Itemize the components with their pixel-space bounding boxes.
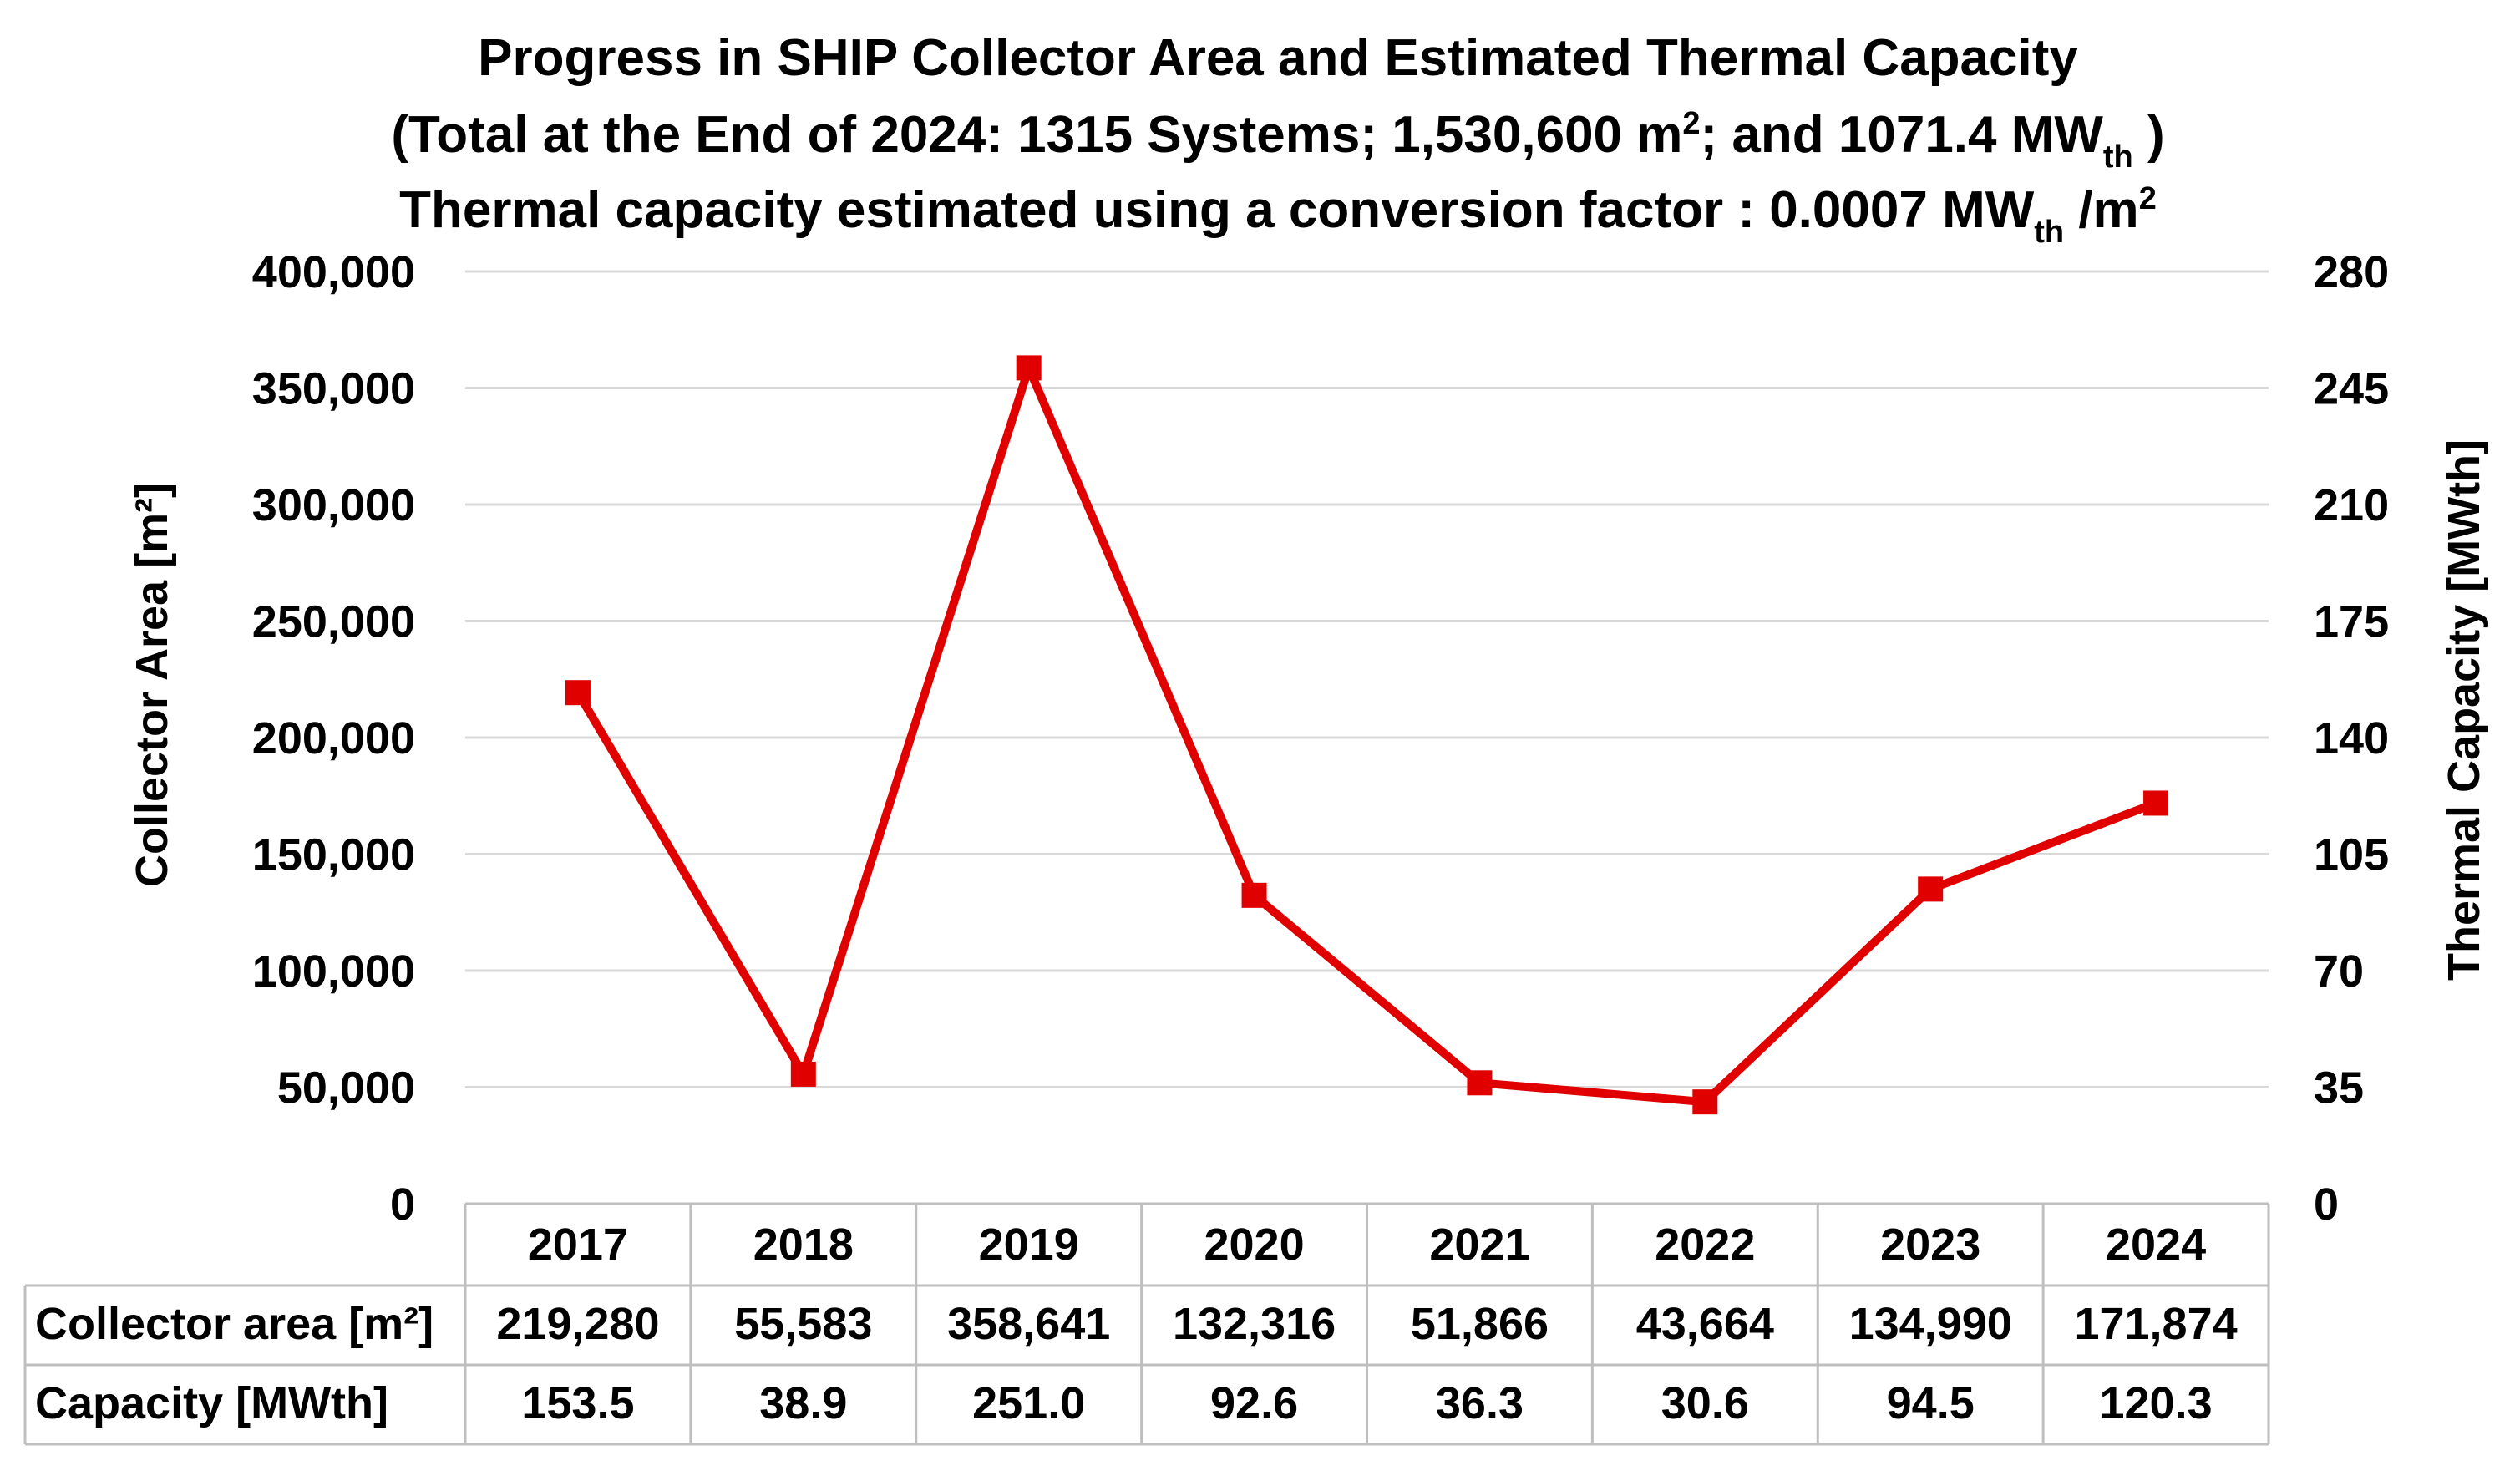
left-axis-ticks: 0 50,000 100,000 150,000 200,000 250,000 300,0… — [252, 247, 415, 1230]
right-tick-label: 280 — [2314, 247, 2389, 297]
category-label: 2024 — [2106, 1220, 2206, 1270]
table-row-label: Capacity [MWth] — [35, 1378, 388, 1428]
left-tick-label: 0 — [390, 1179, 415, 1230]
table-cell: 92.6 — [1210, 1378, 1298, 1428]
table-cell: 132,316 — [1173, 1299, 1336, 1349]
data-point-marker — [1692, 1089, 1718, 1115]
left-tick-label: 50,000 — [277, 1063, 415, 1113]
left-tick-label: 200,000 — [252, 713, 415, 763]
table-cell: 134,990 — [1849, 1299, 2012, 1349]
category-label: 2020 — [1204, 1220, 1304, 1270]
right-tick-label: 105 — [2314, 830, 2389, 880]
left-tick-label: 400,000 — [252, 247, 415, 297]
category-label: 2023 — [1880, 1220, 1980, 1270]
left-tick-label: 300,000 — [252, 480, 415, 530]
right-tick-label: 210 — [2314, 480, 2389, 530]
title-line-3: Thermal capacity estimated using a conve… — [399, 181, 2157, 250]
table-cell: 43,664 — [1636, 1299, 1774, 1349]
data-point-marker — [2143, 790, 2169, 816]
gridlines — [465, 270, 2269, 1088]
series-line — [574, 363, 2157, 1107]
y-axis-label-left: Collector Area [m²] — [127, 483, 177, 887]
table-row-label: Collector area [m²] — [35, 1299, 434, 1349]
y-axis-label-right: Thermal Capacity [MWth] — [2439, 439, 2489, 981]
right-tick-label: 140 — [2314, 713, 2389, 763]
category-label: 2021 — [1429, 1220, 1529, 1270]
category-label: 2018 — [753, 1220, 854, 1270]
data-point-marker — [1467, 1070, 1493, 1096]
category-label: 2019 — [979, 1220, 1079, 1270]
table-cell: 36.3 — [1436, 1378, 1524, 1428]
right-tick-label: 35 — [2314, 1063, 2364, 1113]
table-cell: 30.6 — [1661, 1378, 1749, 1428]
data-point-marker — [790, 1061, 816, 1087]
right-tick-label: 70 — [2314, 946, 2364, 997]
table-cell: 171,874 — [2074, 1299, 2237, 1349]
table-cell: 55,583 — [734, 1299, 872, 1349]
left-tick-label: 150,000 — [252, 830, 415, 880]
table-cell: 94.5 — [1887, 1378, 1975, 1428]
right-tick-label: 245 — [2314, 364, 2389, 414]
table-cell: 358,641 — [947, 1299, 1110, 1349]
left-tick-label: 100,000 — [252, 946, 415, 997]
right-tick-label: 0 — [2314, 1179, 2339, 1230]
table-cell: 51,866 — [1411, 1299, 1549, 1349]
data-point-marker — [1016, 355, 1042, 381]
table-cell: 120.3 — [2099, 1378, 2212, 1428]
title-line-1: Progress in SHIP Collector Area and Esti… — [478, 29, 2078, 87]
data-point-marker — [565, 680, 591, 706]
category-label: 2022 — [1655, 1220, 1755, 1270]
data-point-marker — [1241, 882, 1267, 908]
category-label: 2017 — [528, 1220, 628, 1270]
data-point-marker — [1918, 876, 1944, 902]
left-tick-label: 250,000 — [252, 597, 415, 647]
data-table: 2017 2018 2019 2020 2021 2022 2023 2024 Collecto… — [23, 1202, 2270, 1446]
chart-title: Progress in SHIP Collector Area and Esti… — [391, 29, 2164, 250]
series-collector-area — [565, 355, 2169, 1115]
table-cell: 219,280 — [496, 1299, 659, 1349]
table-cell: 153.5 — [521, 1378, 634, 1428]
table-cell: 38.9 — [759, 1378, 847, 1428]
right-tick-label: 175 — [2314, 597, 2389, 647]
table-cell: 251.0 — [972, 1378, 1085, 1428]
left-tick-label: 350,000 — [252, 364, 415, 414]
title-line-2: (Total at the End of 2024: 1315 Systems;… — [391, 106, 2164, 175]
right-axis-ticks: 0 35 70 105 140 175 210 245 280 — [2314, 247, 2389, 1230]
axis-labels: Collector Area [m²] Thermal Capacity [MWt… — [127, 439, 2489, 981]
